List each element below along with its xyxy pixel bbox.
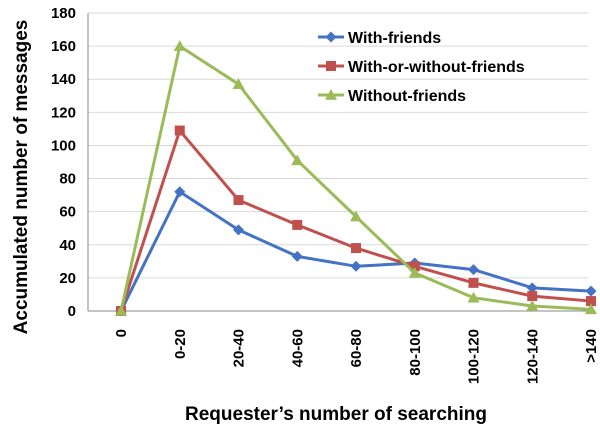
x-tick-label: 40-60 — [289, 329, 306, 367]
data-point — [468, 277, 479, 288]
data-point — [174, 125, 185, 136]
legend-marker — [326, 61, 336, 71]
y-tick-label: 0 — [68, 303, 76, 320]
data-point — [468, 264, 479, 276]
data-point — [409, 261, 420, 272]
legend-marker — [325, 31, 337, 43]
data-point — [233, 195, 244, 206]
series-without-friends — [115, 40, 597, 316]
data-point — [292, 219, 303, 230]
data-point — [291, 250, 303, 262]
data-point — [115, 305, 127, 316]
y-axis-title: Accumulated number of messages — [11, 20, 32, 335]
y-tick-label: 20 — [59, 270, 76, 287]
data-point — [351, 243, 361, 254]
x-tick-label: 100-120 — [466, 329, 483, 384]
data-point — [527, 291, 538, 302]
y-tick-label: 160 — [51, 38, 76, 55]
x-tick-labels: 0 0-20 20-40 40-60 60-80 80-100 100-120 120-140… — [113, 329, 600, 384]
data-point — [585, 303, 597, 315]
series-group — [115, 40, 597, 317]
axes — [87, 13, 588, 312]
x-tick-label: 60-80 — [348, 329, 365, 367]
data-point — [233, 224, 244, 236]
y-tick-label: 40 — [59, 237, 76, 254]
series-with-or-without-friends — [116, 125, 596, 316]
y-tick-label: 120 — [51, 104, 76, 121]
y-tick-label: 60 — [59, 204, 76, 221]
data-point — [291, 154, 304, 166]
data-point — [526, 282, 538, 294]
data-point — [586, 296, 596, 307]
y-tick-label: 180 — [51, 5, 76, 22]
data-point — [467, 291, 480, 303]
legend-marker — [325, 89, 337, 100]
y-tick-label: 100 — [51, 137, 76, 154]
legend-item: Without-friends — [318, 88, 466, 105]
data-point — [350, 210, 362, 222]
x-tick-label: 120-140 — [524, 329, 541, 384]
legend-item: With-or-without-friends — [318, 59, 525, 76]
x-tick-label: >140 — [583, 329, 600, 363]
data-point — [585, 285, 597, 297]
grid — [88, 12, 588, 279]
data-point — [232, 78, 245, 89]
data-point — [526, 300, 539, 311]
x-tick-label: 20-40 — [231, 329, 248, 367]
legend-label: With-friends — [348, 30, 441, 47]
y-tick-label: 140 — [51, 71, 76, 88]
legend: With-friends With-or-without-friends Witho… — [318, 30, 525, 105]
y-tick-label: 80 — [59, 171, 76, 188]
legend-label: Without-friends — [348, 88, 466, 105]
x-tick-label: 0-20 — [172, 329, 189, 359]
x-tick-label: 0 — [113, 329, 130, 337]
data-point — [408, 266, 421, 278]
x-tick-label: 80-100 — [407, 329, 424, 376]
legend-item: With-friends — [318, 30, 441, 47]
y-tick-labels: 0 20 40 60 80 100 120 140 160 180 — [51, 5, 76, 320]
x-axis-title: Requester’s number of searching — [185, 404, 487, 425]
data-point — [350, 260, 362, 272]
data-point — [174, 186, 186, 198]
data-point — [173, 40, 186, 51]
legend-label: With-or-without-friends — [348, 59, 525, 76]
